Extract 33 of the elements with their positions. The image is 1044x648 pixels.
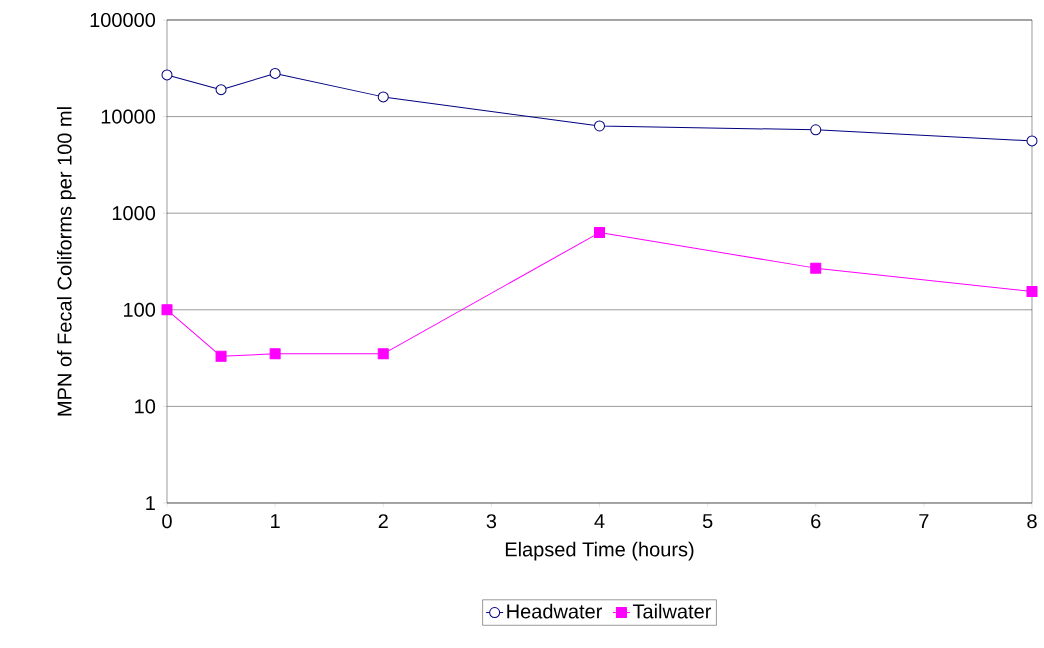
legend-label: Tailwater [632, 603, 712, 619]
point [269, 348, 281, 360]
point [594, 120, 605, 132]
legend-label: Headwater [507, 603, 603, 619]
point [810, 262, 822, 274]
y-tick-label: 100 [124, 302, 156, 317]
x-tick-label: 7 [919, 514, 929, 528]
point [1026, 135, 1038, 147]
y-tick-label: 1 [146, 496, 155, 510]
point [215, 350, 227, 362]
x-tick-label: 3 [486, 514, 497, 529]
point [377, 91, 389, 103]
x-tick-label: 0 [162, 514, 172, 529]
x-tick-label: 8 [1027, 514, 1037, 529]
point [161, 69, 173, 81]
x-tick-label: 1 [271, 514, 280, 528]
point [161, 304, 173, 316]
point [594, 227, 605, 239]
y-tick-label: 1000 [112, 206, 156, 221]
x-axis-title: Elapsed Time (hours) [505, 541, 694, 561]
y-tick-label: 100000 [90, 12, 156, 28]
point [269, 67, 281, 79]
y-tick-label: 10000 [101, 109, 156, 124]
point [810, 124, 822, 136]
point [215, 84, 227, 96]
x-tick-label: 6 [811, 514, 821, 529]
y-axis-title: MPN of Fecal Coliforms per 100 ml [56, 107, 76, 416]
x-tick-label: 2 [378, 514, 388, 529]
x-tick-label: 4 [594, 514, 605, 528]
point [377, 348, 389, 360]
point [1026, 285, 1038, 297]
y-tick-label: 10 [135, 399, 156, 414]
x-tick-label: 5 [702, 514, 713, 529]
